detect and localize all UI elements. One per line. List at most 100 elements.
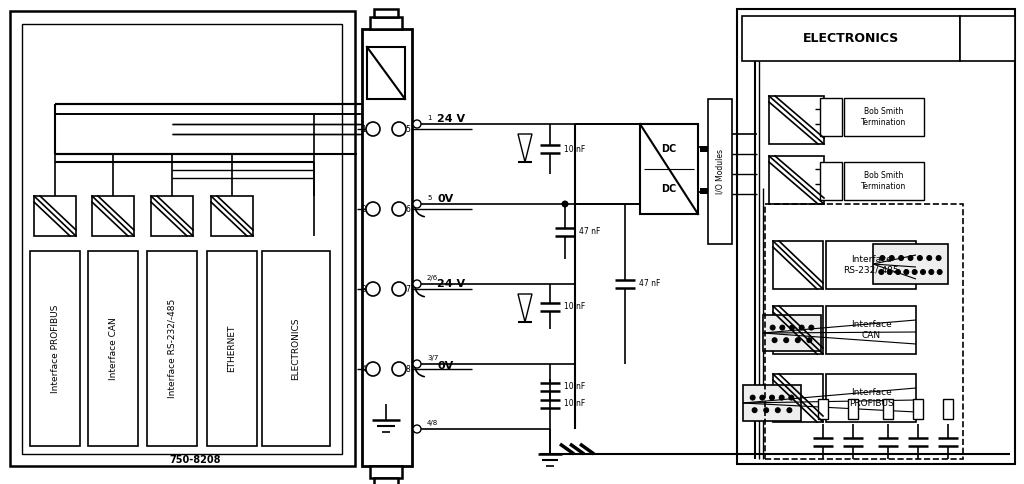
Text: I/O Modules: I/O Modules	[716, 149, 725, 194]
Circle shape	[908, 256, 913, 260]
Circle shape	[786, 408, 792, 413]
Bar	[367, 47, 406, 99]
Text: Bob Smith
Termination: Bob Smith Termination	[861, 107, 906, 127]
Circle shape	[783, 338, 788, 343]
Text: DC: DC	[662, 144, 677, 154]
Bar	[742, 16, 961, 61]
Text: 8: 8	[406, 364, 411, 374]
Circle shape	[929, 270, 934, 274]
Circle shape	[366, 202, 380, 216]
Circle shape	[751, 395, 755, 400]
Circle shape	[561, 200, 568, 208]
Bar	[370, 17, 402, 29]
Circle shape	[879, 270, 884, 274]
Text: Interface CAN: Interface CAN	[109, 317, 118, 380]
Circle shape	[413, 360, 421, 368]
Circle shape	[770, 325, 775, 330]
Circle shape	[918, 256, 923, 260]
Text: Interface PROFIBUS: Interface PROFIBUS	[50, 304, 59, 393]
Circle shape	[921, 270, 926, 274]
Circle shape	[889, 256, 894, 260]
Text: 10 nF: 10 nF	[564, 382, 586, 391]
Circle shape	[775, 408, 780, 413]
Circle shape	[413, 280, 421, 288]
Text: 1: 1	[361, 124, 367, 134]
Circle shape	[904, 270, 909, 274]
Text: 47 nF: 47 nF	[579, 227, 600, 236]
Bar	[34, 196, 76, 236]
Bar	[826, 374, 916, 422]
Text: ELECTRONICS: ELECTRONICS	[803, 32, 899, 45]
Bar	[818, 399, 828, 419]
Circle shape	[912, 270, 918, 274]
Text: 6: 6	[406, 205, 411, 213]
Circle shape	[760, 395, 765, 400]
Bar	[848, 399, 858, 419]
Circle shape	[896, 270, 900, 274]
Bar	[22, 24, 342, 454]
Circle shape	[772, 338, 777, 343]
Bar	[773, 374, 823, 422]
Circle shape	[809, 325, 814, 330]
Bar	[743, 385, 801, 421]
Bar	[700, 146, 708, 152]
Circle shape	[413, 120, 421, 128]
Bar	[262, 251, 330, 446]
Bar	[826, 306, 916, 354]
Text: Interface
PROFIBUS: Interface PROFIBUS	[849, 388, 893, 408]
Bar	[765, 204, 963, 459]
Circle shape	[880, 256, 885, 260]
Circle shape	[392, 202, 406, 216]
Bar	[844, 98, 924, 136]
Circle shape	[807, 338, 812, 343]
Bar	[773, 241, 823, 289]
Circle shape	[799, 325, 804, 330]
Polygon shape	[518, 134, 532, 162]
Text: 3/7: 3/7	[427, 355, 438, 361]
Bar	[151, 196, 193, 236]
Bar	[913, 399, 923, 419]
Text: 750-8208: 750-8208	[169, 455, 221, 465]
Bar	[370, 466, 402, 478]
Circle shape	[927, 256, 932, 260]
Bar	[30, 251, 80, 446]
Bar	[211, 196, 253, 236]
Circle shape	[780, 325, 784, 330]
Bar	[763, 315, 821, 351]
Bar	[374, 9, 398, 17]
Circle shape	[366, 362, 380, 376]
Bar	[708, 99, 732, 244]
Circle shape	[769, 395, 774, 400]
Text: 10 nF: 10 nF	[564, 145, 586, 153]
Circle shape	[790, 325, 795, 330]
Text: ELECTRONICS: ELECTRONICS	[292, 317, 300, 380]
Bar	[773, 306, 823, 354]
Text: ETHERNET: ETHERNET	[227, 325, 237, 372]
Circle shape	[392, 362, 406, 376]
Circle shape	[936, 256, 941, 260]
Circle shape	[937, 270, 942, 274]
Bar	[374, 478, 398, 484]
Text: 7: 7	[406, 285, 411, 293]
Text: 4: 4	[361, 364, 367, 374]
Text: 2: 2	[361, 205, 367, 213]
Circle shape	[887, 270, 892, 274]
Text: 3: 3	[361, 285, 367, 293]
Circle shape	[366, 282, 380, 296]
Bar	[362, 29, 412, 466]
Bar	[88, 251, 138, 446]
Bar	[873, 244, 948, 284]
Circle shape	[899, 256, 903, 260]
Bar	[147, 251, 197, 446]
Text: Bob Smith
Termination: Bob Smith Termination	[861, 171, 906, 191]
Text: Interface RS-232/-485: Interface RS-232/-485	[168, 299, 176, 398]
Bar	[10, 11, 355, 466]
Bar	[737, 9, 1015, 464]
Circle shape	[392, 122, 406, 136]
Text: 10 nF: 10 nF	[564, 399, 586, 408]
Bar	[961, 16, 1015, 61]
Bar	[769, 96, 824, 144]
Circle shape	[796, 338, 801, 343]
Circle shape	[779, 395, 784, 400]
Circle shape	[392, 282, 406, 296]
